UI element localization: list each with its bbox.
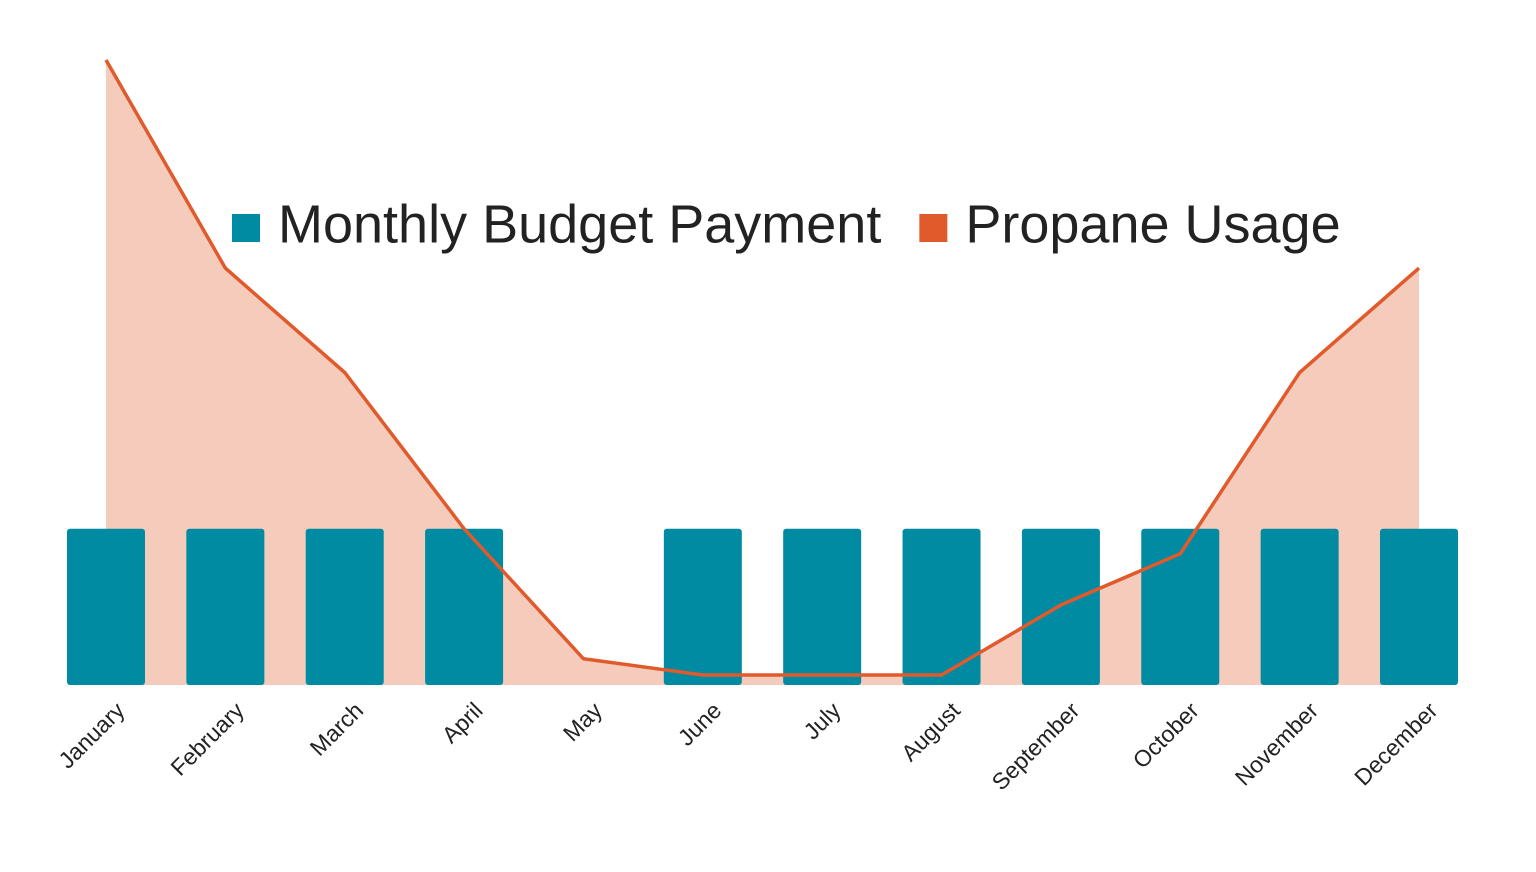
x-tick-label: April: [437, 697, 488, 748]
bar: [663, 528, 742, 685]
x-tick-label: July: [798, 697, 846, 745]
x-tick-label: January: [53, 697, 130, 774]
bar: [902, 528, 981, 685]
legend-label: Monthly Budget Payment: [278, 194, 881, 254]
x-tick-label: November: [1230, 697, 1324, 791]
legend-swatch: [232, 214, 260, 242]
x-tick-label: December: [1349, 697, 1443, 791]
line: [104, 59, 1421, 677]
x-tick-label: October: [1128, 697, 1204, 773]
bar: [1141, 528, 1220, 685]
x-tick-label: February: [165, 697, 249, 781]
bar: [783, 528, 862, 685]
x-tick-label: August: [896, 697, 965, 766]
bar: [186, 528, 265, 685]
x-tick-label: September: [986, 697, 1084, 795]
bar: [1380, 528, 1458, 685]
bar: [425, 528, 504, 685]
legend-label: Propane Usage: [965, 194, 1340, 254]
bar: [305, 528, 384, 685]
bar: [1260, 528, 1339, 685]
x-tick-label: March: [305, 697, 369, 761]
area: [106, 60, 1419, 685]
x-tick-label: June: [673, 697, 727, 751]
x-tick-label: May: [558, 697, 607, 746]
legend-swatch: [919, 214, 948, 242]
bar: [67, 528, 145, 685]
